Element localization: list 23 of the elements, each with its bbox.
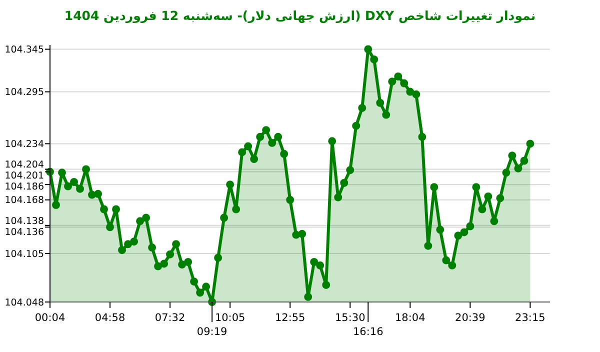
y-tick-label: 104.201: [4, 170, 44, 182]
x-tick-label: 18:04: [395, 312, 426, 324]
y-tick-label: 104.204: [4, 160, 44, 171]
y-tick-label: 104.186: [4, 182, 44, 193]
x-tick-label: 20:39: [455, 312, 486, 324]
x-tick-label: 09:19: [196, 326, 228, 338]
x-tick-label: 23:15: [515, 312, 546, 324]
y-tick-label: 104.234: [4, 139, 44, 150]
x-tick-label: 07:32: [154, 312, 186, 324]
x-tick-label: 16:16: [352, 326, 384, 338]
x-tick-label: 00:04: [34, 312, 66, 324]
y-tick-label: 104.136: [4, 227, 44, 238]
x-tick-label: 04:58: [94, 312, 126, 324]
y-tick-label: 104.345: [4, 44, 44, 56]
y-tick-label: 104.048: [4, 297, 44, 308]
y-tick-label: 104.295: [4, 87, 44, 98]
x-tick-label: 10:05: [214, 312, 246, 324]
chart-title: نمودار تغییرات شاخص DXY (ارزش جهانی دلار)- سه‌شنبه 12 فروردین 1404: [64, 8, 536, 24]
x-tick-label: 15:30: [334, 312, 366, 324]
y-tick-label: 104.168: [4, 195, 44, 206]
y-tick-label: 104.105: [4, 248, 44, 260]
x-tick-label: 12:55: [274, 312, 306, 324]
y-tick-label: 104.138: [4, 216, 44, 228]
